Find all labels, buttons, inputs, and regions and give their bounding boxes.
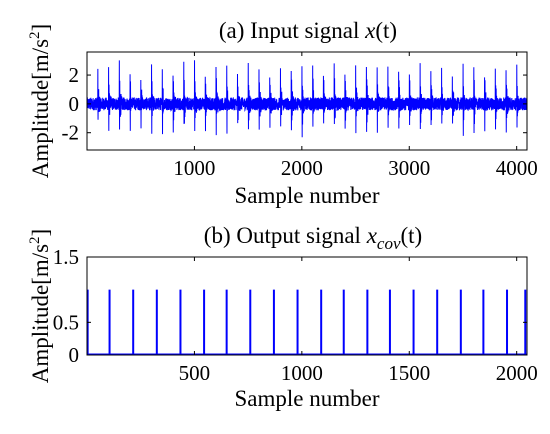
- panel-b-ytick-label: 0.5: [53, 310, 79, 334]
- panel-b-xtick-label: 1000: [281, 361, 323, 385]
- panel-b-xtick-label: 2000: [496, 361, 538, 385]
- panel-a-title-prefix: (a) Input signal: [219, 18, 365, 43]
- panel-a-ytick-label: 2: [69, 63, 80, 87]
- panel-b-xtick-label: 1500: [388, 361, 430, 385]
- panel-a-xtick-label: 1000: [173, 156, 215, 180]
- panel-a-xtick-label: 4000: [496, 156, 538, 180]
- panel-b-title-args: (t): [401, 223, 423, 248]
- panel-a-ylabel-sup: 2: [27, 31, 43, 39]
- panel-a: (a) Input signal x(t) 1000 2000 3000 4000 -2…: [27, 18, 538, 208]
- panel-a-ytick-label: -2: [62, 121, 80, 145]
- panel-a-title: (a) Input signal x(t): [219, 18, 397, 43]
- panel-b-ylabel: Amplitude[m/s2]: [27, 229, 53, 383]
- panel-b-ytick-label: 1.5: [53, 245, 79, 269]
- panel-b-ytick-label: 0: [69, 343, 80, 367]
- panel-a-axes-box: [86, 51, 528, 151]
- panel-a-ylabel: Amplitude[m/s2]: [27, 24, 53, 178]
- panel-a-title-args: (t): [375, 18, 397, 43]
- panel-a-ylabel-close: ]: [28, 24, 53, 32]
- panel-a-xlabel: Sample number: [235, 183, 380, 208]
- panel-b-title: (b) Output signal xcov(t): [204, 223, 422, 253]
- panel-b-axes-box: [86, 256, 528, 356]
- panel-b-xtick-label: 500: [179, 361, 211, 385]
- panel-b-plot-area: [86, 289, 527, 356]
- panel-a-xtick-label: 3000: [388, 156, 430, 180]
- panel-b-ylabel-sup: 2: [27, 236, 43, 244]
- panel-a-ylabel-text: Amplitude[m/s: [28, 39, 53, 178]
- panel-a-plot-area: [86, 60, 528, 138]
- panel-b-title-symbol: x: [366, 223, 378, 248]
- panel-b-ylabel-close: ]: [28, 229, 53, 237]
- panel-b: (b) Output signal xcov(t) 500 1000 1500 200…: [27, 223, 538, 411]
- panel-b-title-prefix: (b) Output signal: [204, 223, 367, 248]
- panel-b-xlabel: Sample number: [235, 386, 380, 411]
- panel-a-title-symbol: x: [364, 18, 376, 43]
- panel-b-title-subscript: cov: [377, 234, 401, 253]
- panel-b-ticks: 500 1000 1500 2000 0 0.5 1.5: [53, 245, 538, 385]
- panel-a-ytick-label: 0: [69, 92, 80, 116]
- panel-a-series-line: [86, 60, 528, 138]
- panel-a-ticks: 1000 2000 3000 4000 -2 0 2: [62, 52, 538, 180]
- panel-a-xtick-label: 2000: [281, 156, 323, 180]
- panel-b-ylabel-text: Amplitude[m/s: [28, 244, 53, 383]
